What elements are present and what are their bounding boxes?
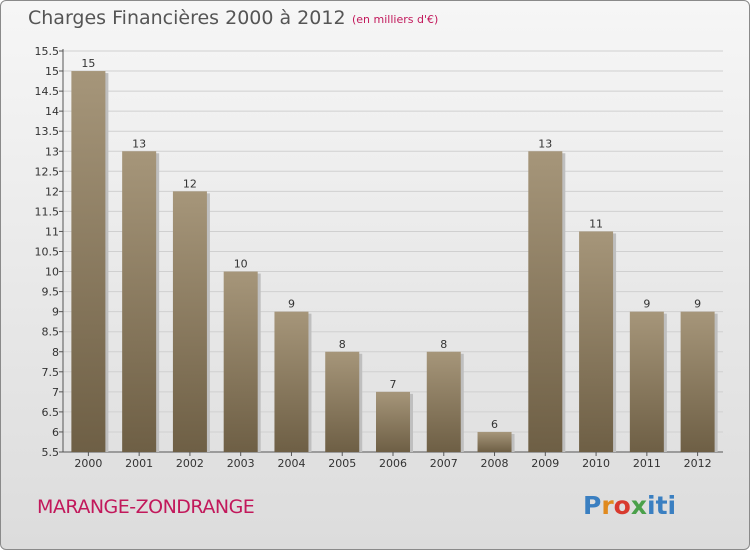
y-tick-label: 7.5 bbox=[42, 366, 60, 379]
data-label: 12 bbox=[183, 177, 197, 190]
y-tick-label: 12.5 bbox=[35, 165, 60, 178]
data-label: 9 bbox=[694, 298, 701, 311]
chart-unit: (en milliers d'€) bbox=[352, 13, 439, 26]
bar-2009 bbox=[528, 151, 563, 452]
data-label: 8 bbox=[339, 338, 346, 351]
x-tick-label: 2001 bbox=[125, 457, 153, 470]
labels: 15 2000 13 2001 12 2002 10 2003 9 2004 8 2005 7 2006 8… bbox=[74, 57, 711, 470]
x-tick-label: 2007 bbox=[430, 457, 458, 470]
y-tick-label: 9 bbox=[52, 306, 59, 319]
x-tick-label: 2000 bbox=[74, 457, 102, 470]
y-tick-label: 8.5 bbox=[42, 326, 60, 339]
y-tick-label: 13 bbox=[45, 145, 59, 158]
data-label: 10 bbox=[234, 258, 248, 271]
bars bbox=[71, 71, 718, 453]
bar-2011 bbox=[629, 311, 664, 452]
data-label: 9 bbox=[643, 298, 650, 311]
y-tick-label: 11.5 bbox=[35, 205, 60, 218]
bar-2000 bbox=[71, 71, 106, 453]
bar-2002 bbox=[172, 191, 207, 452]
y-tick-label: 14 bbox=[45, 105, 59, 118]
x-tick-label: 2002 bbox=[176, 457, 204, 470]
y-tick-label: 13.5 bbox=[35, 125, 60, 138]
x-tick-label: 2005 bbox=[328, 457, 356, 470]
y-tick-label: 6 bbox=[52, 426, 59, 439]
y-tick-label: 11 bbox=[45, 225, 59, 238]
y-tick-label: 8 bbox=[52, 346, 59, 359]
y-tick-label: 7 bbox=[52, 386, 59, 399]
x-tick-label: 2010 bbox=[582, 457, 610, 470]
data-label: 9 bbox=[288, 298, 295, 311]
bar-2001 bbox=[122, 151, 157, 452]
data-label: 13 bbox=[132, 137, 146, 150]
y-tick-label: 10.5 bbox=[35, 246, 60, 259]
y-tick-label: 15 bbox=[45, 65, 59, 78]
x-tick-label: 2006 bbox=[379, 457, 407, 470]
proxiti-logo[interactable]: Proxiti bbox=[583, 491, 677, 520]
x-tick-label: 2011 bbox=[633, 457, 661, 470]
data-label: 13 bbox=[538, 137, 552, 150]
x-tick-label: 2009 bbox=[531, 457, 559, 470]
town-name: MARANGE-ZONDRANGE bbox=[37, 496, 255, 518]
y-tick-label: 9.5 bbox=[42, 286, 60, 299]
bar-2003 bbox=[223, 271, 258, 452]
y-tick-label: 12 bbox=[45, 185, 59, 198]
data-label: 15 bbox=[81, 57, 95, 70]
bar-2007 bbox=[426, 351, 461, 452]
x-tick-label: 2004 bbox=[277, 457, 305, 470]
data-label: 11 bbox=[589, 217, 603, 230]
bar-2012 bbox=[680, 311, 715, 452]
bar-2005 bbox=[325, 351, 360, 452]
bar-2006 bbox=[376, 391, 410, 452]
bar-2008 bbox=[477, 431, 512, 452]
y-tick-label: 5.5 bbox=[42, 446, 60, 459]
y-tick-label: 15.5 bbox=[35, 45, 60, 58]
chart-title: Charges Financières 2000 à 2012 bbox=[28, 7, 346, 29]
y-tick-label: 14.5 bbox=[35, 85, 60, 98]
bar-2010 bbox=[579, 231, 614, 452]
bar-2004 bbox=[274, 311, 309, 452]
y-tick-label: 10 bbox=[45, 266, 59, 279]
data-label: 6 bbox=[491, 418, 498, 431]
x-tick-label: 2003 bbox=[227, 457, 255, 470]
data-label: 7 bbox=[390, 378, 397, 391]
data-label: 8 bbox=[440, 338, 447, 351]
x-tick-label: 2012 bbox=[684, 457, 712, 470]
x-tick-label: 2008 bbox=[481, 457, 509, 470]
y-tick-label: 6.5 bbox=[42, 406, 60, 419]
